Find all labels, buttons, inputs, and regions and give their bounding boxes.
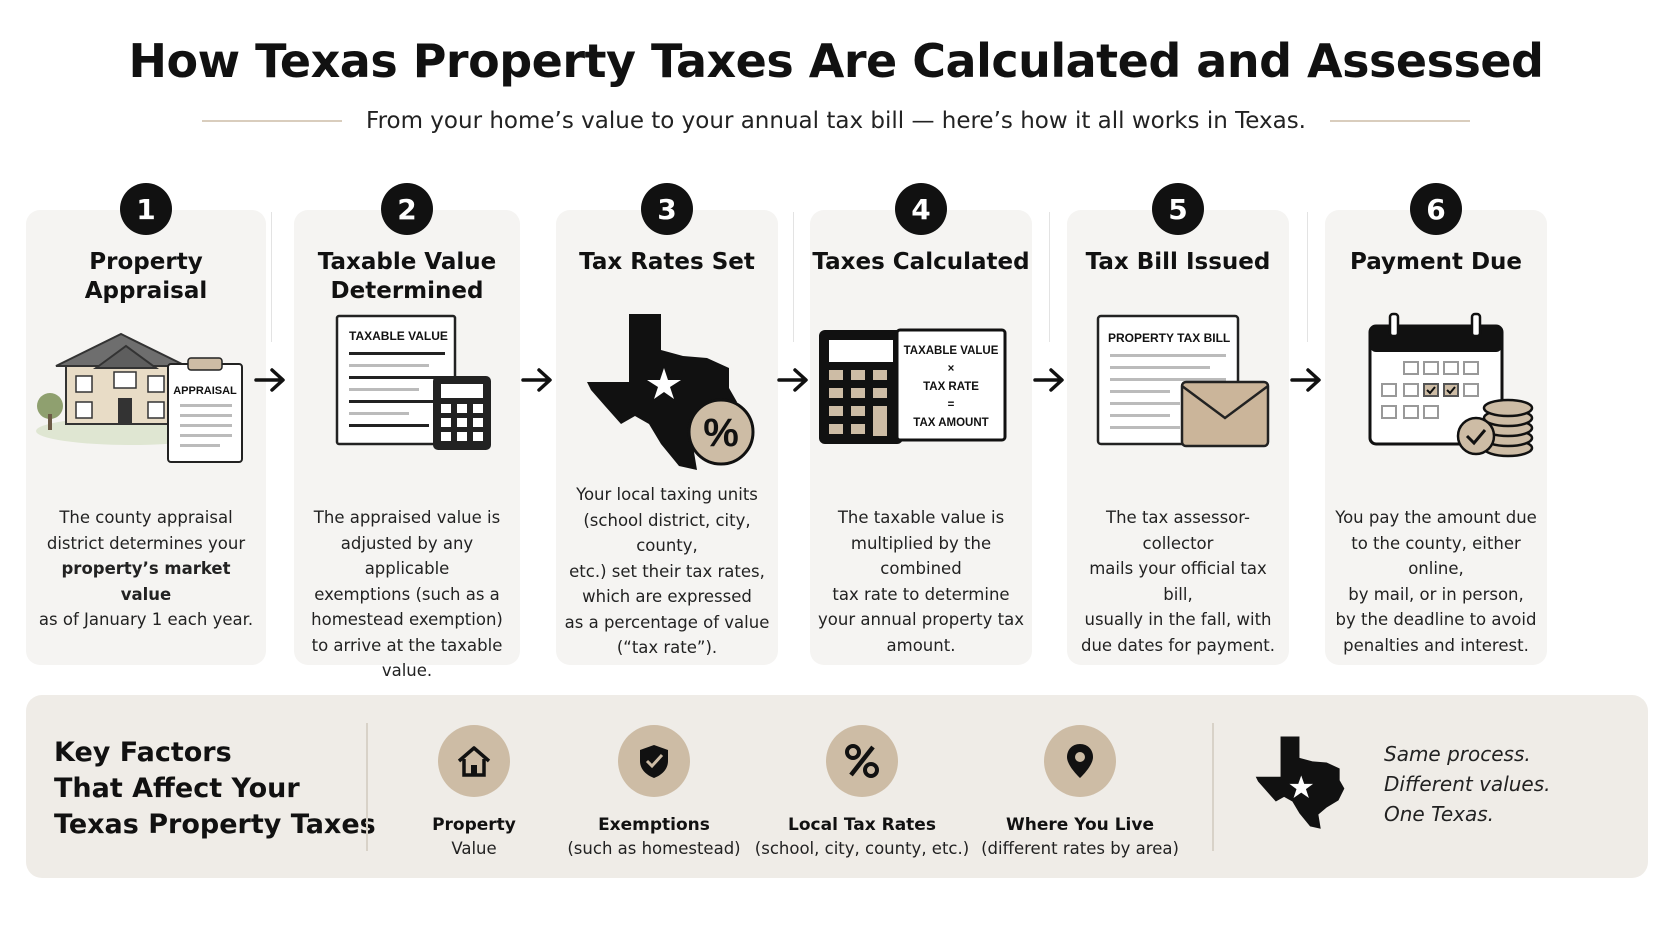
step-number: 3 (641, 183, 693, 235)
formula-multiply: × (948, 363, 955, 375)
step-number: 6 (1410, 183, 1462, 235)
factor-name: Exemptions (598, 815, 710, 835)
map-pin-icon (1044, 725, 1116, 797)
tax-bill-envelope-icon: PROPERTY TAX BILL (1096, 314, 1270, 448)
factor-name: Local Tax Rates (788, 815, 936, 835)
factor-property-value: Property Value (364, 725, 584, 858)
subtitle-rule-left (202, 120, 343, 122)
factor-name: Where You Live (1006, 815, 1154, 835)
shield-check-icon (618, 725, 690, 797)
formula-taxable-value: TAXABLE VALUE (904, 345, 999, 357)
step-card-tax-bill: 5 Tax Bill Issued PROPERTY TAX BILL The … (1067, 183, 1289, 665)
texas-map-percent-icon: % (587, 314, 755, 470)
step-description: The appraised value is adjusted by any a… (311, 508, 503, 680)
step-separator (1307, 212, 1308, 342)
factor-sub: (school, city, county, etc.) (754, 839, 970, 858)
step-separator (271, 212, 272, 342)
texas-star-icon (1255, 736, 1345, 829)
step-description: Your local taxing units (school district… (564, 485, 770, 657)
tagline-line: Different values. (1384, 772, 1551, 796)
factor-sub: Value (451, 839, 497, 858)
factor-name: Property (432, 815, 516, 835)
tagline: Same process. Different values. One Texa… (1384, 739, 1551, 829)
factor-local-tax-rates: Local Tax Rates (school, city, county, e… (742, 725, 982, 858)
step-card-tax-rates: 3 Tax Rates Set % Your local taxing unit… (556, 183, 778, 665)
step-number: 2 (381, 183, 433, 235)
factor-sub: (such as homestead) (567, 839, 741, 858)
step-number: 4 (895, 183, 947, 235)
tagline-line: One Texas. (1384, 802, 1494, 826)
factor-sub: (different rates by area) (981, 839, 1179, 858)
subtitle-rule-right (1329, 120, 1470, 122)
step-number: 5 (1152, 183, 1204, 235)
step-description: The taxable value is multiplied by the c… (818, 508, 1024, 655)
step-title: Payment Due (1349, 249, 1523, 275)
factor-where-you-live: Where You Live (different rates by area) (960, 725, 1200, 858)
factors-divider (1212, 723, 1214, 851)
formula-equals: = (948, 399, 955, 411)
page-subtitle: From your home’s value to your annual ta… (366, 108, 1306, 134)
step-title: Tax Rates Set (579, 249, 755, 275)
step-description: The county appraisal district determines… (38, 508, 254, 629)
taxable-value-label: TAXABLE VALUE (349, 329, 448, 343)
house-icon (438, 725, 510, 797)
subtitle-row: From your home’s value to your annual ta… (0, 108, 1672, 134)
formula-tax-rate: TAX RATE (923, 381, 979, 393)
arrow-right-icon (777, 368, 808, 392)
step-card-taxable-value: 2 Taxable Value Determined TAXABLE VALUE… (294, 183, 520, 680)
step-title: Taxes Calculated (812, 249, 1030, 275)
step-card-taxes-calculated: 4 Taxes Calculated TAXABLE VALUE × TAX R… (810, 183, 1032, 665)
calculator-formula-icon: TAXABLE VALUE × TAX RATE = TAX AMOUNT (819, 328, 1007, 444)
arrow-right-icon (1290, 368, 1321, 392)
tagline-line: Same process. (1384, 742, 1531, 766)
formula-tax-amount: TAX AMOUNT (913, 417, 988, 429)
arrow-right-icon (521, 368, 552, 392)
step-description: The tax assessor-collector mails your of… (1080, 508, 1276, 655)
arrow-right-icon (1033, 368, 1064, 392)
step-description: You pay the amount due to the county, ei… (1335, 508, 1537, 655)
factor-exemptions: Exemptions (such as homestead) (544, 725, 764, 858)
tax-bill-label: PROPERTY TAX BILL (1108, 331, 1230, 345)
step-separator (793, 212, 794, 342)
house-icon: APPRAISAL (36, 332, 243, 463)
step-card-payment-due: 6 Payment Due You pay the amount due to … (1325, 183, 1547, 665)
calendar-coins-icon (1368, 312, 1534, 458)
percent-icon (826, 725, 898, 797)
step-card-appraisal: 1 Property Appraisal APPRAISAL The count… (26, 183, 266, 665)
appraisal-label: APPRAISAL (173, 385, 237, 397)
key-factors-title: Key Factors That Affect Your Texas Prope… (54, 737, 376, 840)
step-title: Property Appraisal (84, 249, 208, 304)
step-title: Taxable Value Determined (317, 249, 497, 304)
key-factors-panel: Key Factors That Affect Your Texas Prope… (26, 695, 1648, 878)
step-separator (1049, 212, 1050, 342)
page-title: How Texas Property Taxes Are Calculated … (128, 34, 1544, 88)
step-number: 1 (120, 183, 172, 235)
document-calculator-icon: TAXABLE VALUE (335, 314, 491, 450)
step-title: Tax Bill Issued (1085, 249, 1271, 275)
factors-divider (366, 723, 368, 851)
percent-label: % (703, 411, 739, 455)
arrow-right-icon (254, 368, 285, 392)
